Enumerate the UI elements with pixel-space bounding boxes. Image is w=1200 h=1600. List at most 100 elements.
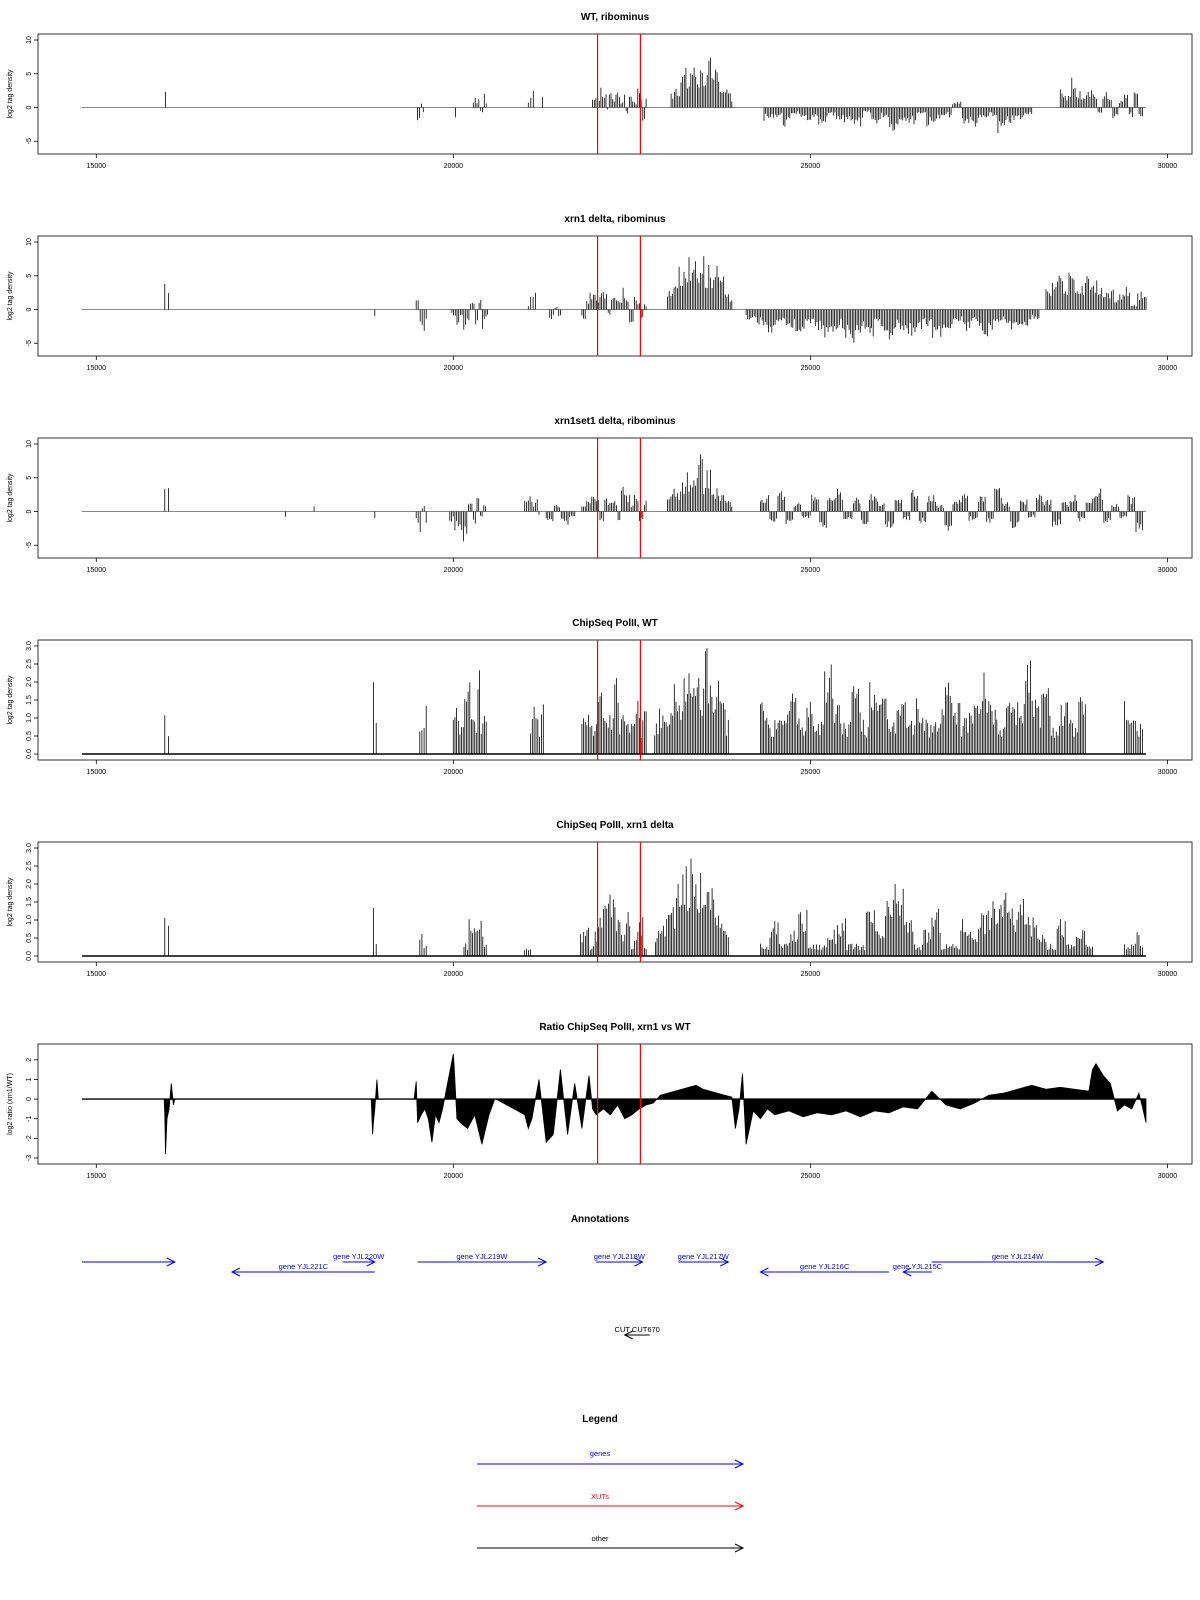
- y-tick-label: -5: [26, 542, 33, 548]
- annotation-gene-2: gene YJL220W: [333, 1252, 385, 1267]
- legend-label-other: other: [591, 1534, 609, 1543]
- x-tick-label: 30000: [1158, 1173, 1178, 1180]
- x-tick-label: 15000: [87, 163, 107, 170]
- panel-5: ChipSeq PolII, xrn1 delta 0.0 0.5 1.0 1.5 2.0…: [7, 820, 1193, 978]
- x-tick-label: 20000: [444, 365, 464, 372]
- x-tick-label: 30000: [1158, 567, 1178, 574]
- y-tick-label: 1: [26, 1077, 33, 1081]
- arrowhead-right: [720, 1257, 730, 1267]
- x-tick-label: 15000: [87, 365, 107, 372]
- panel-2: xrn1 delta, ribominus -5 0 5 10 log2 tag dens…: [7, 214, 1193, 372]
- plot-frame: [37, 1043, 1193, 1165]
- y-tick-label: 2.5: [26, 861, 33, 871]
- annotation-arrows: gene YJL221C gene YJL220W gene YJL219W gene…: [82, 1252, 1105, 1340]
- y-tick-label: 2.5: [26, 659, 33, 669]
- y-axis-label: log2 tag density: [7, 473, 14, 523]
- y-tick-label: 2.0: [26, 677, 33, 687]
- x-tick-label: 25000: [801, 769, 821, 776]
- y-tick-label: 10: [26, 440, 33, 448]
- y-tick-label: 5: [26, 72, 33, 76]
- annotation-gene-6: gene YJL216C: [759, 1262, 889, 1277]
- y-tick-label: 1.0: [26, 713, 33, 723]
- y-tick-label: -5: [26, 340, 33, 346]
- panel-title: xrn1set1 delta, ribominus: [554, 416, 676, 427]
- x-tick-label: 20000: [444, 971, 464, 978]
- legend-label-genes: genes: [590, 1449, 611, 1458]
- panel-3: xrn1set1 delta, ribominus -5 0 5 10 log2 tag …: [7, 416, 1193, 574]
- plot-frame: [37, 235, 1193, 357]
- y-tick-label: -5: [26, 138, 33, 144]
- x-tick-label: 20000: [444, 1173, 464, 1180]
- annotation-label: gene YJL217W: [678, 1252, 730, 1261]
- x-tick-label: 25000: [801, 163, 821, 170]
- y-tick-label: 1.0: [26, 915, 33, 925]
- y-axis-label: log2 ratio (xrn1/WT): [7, 1073, 14, 1135]
- x-tick-label: 15000: [87, 1173, 107, 1180]
- y-tick-label: 10: [26, 36, 33, 44]
- y-tick-label: 0: [26, 105, 33, 109]
- arrowhead-right: [1094, 1257, 1105, 1267]
- x-tick-label: 20000: [444, 163, 464, 170]
- annotation-other-0: CUT CUT670: [615, 1325, 660, 1340]
- x-tick-label: 25000: [801, 567, 821, 574]
- x-tick-label: 25000: [801, 971, 821, 978]
- y-tick-label: 0.0: [26, 749, 33, 759]
- annotation-label: gene YJL214W: [992, 1252, 1044, 1261]
- arrowhead-left: [623, 1330, 633, 1340]
- x-tick-label: 15000: [87, 769, 107, 776]
- annotation-gene-7: gene YJL215C: [893, 1262, 943, 1277]
- y-tick-label: 0.5: [26, 731, 33, 741]
- y-tick-label: -3: [26, 1155, 33, 1161]
- plot-frame: [37, 33, 1193, 155]
- arrowhead-right: [634, 1257, 644, 1267]
- y-tick-label: 0: [26, 509, 33, 513]
- y-tick-label: -1: [26, 1116, 33, 1122]
- ratio-area: [81, 1053, 1147, 1155]
- arrowhead-right: [366, 1257, 376, 1267]
- panel-title: ChipSeq PolII, xrn1 delta: [556, 820, 674, 831]
- annotation-gene-0: [82, 1257, 176, 1267]
- y-axis-label: log2 tag density: [7, 271, 14, 321]
- panel-title: Ratio ChipSeq PolII, xrn1 vs WT: [539, 1022, 690, 1033]
- y-tick-label: 5: [26, 274, 33, 278]
- panel-6: Ratio ChipSeq PolII, xrn1 vs WT -3 -2 -1 0 1 2…: [7, 1022, 1193, 1180]
- y-tick-label: 0: [26, 1097, 33, 1101]
- annotation-label: gene YJL221C: [279, 1262, 329, 1271]
- arrowhead-left: [759, 1267, 769, 1277]
- x-tick-label: 30000: [1158, 769, 1178, 776]
- y-tick-label: 0.5: [26, 933, 33, 943]
- x-tick-label: 15000: [87, 971, 107, 978]
- y-tick-label: 0.0: [26, 951, 33, 961]
- y-tick-label: 1.5: [26, 897, 33, 907]
- annotation-gene-4: gene YJL218W: [594, 1252, 646, 1267]
- x-tick-label: 25000: [801, 1173, 821, 1180]
- y-tick-label: 3.0: [26, 641, 33, 651]
- y-tick-label: 0: [26, 307, 33, 311]
- x-tick-label: 30000: [1158, 163, 1178, 170]
- annotation-gene-3: gene YJL219W: [417, 1252, 548, 1267]
- y-tick-label: 10: [26, 238, 33, 246]
- annotation-label: gene YJL218W: [594, 1252, 646, 1261]
- x-tick-label: 30000: [1158, 971, 1178, 978]
- legend-label-xuts: XUTs: [591, 1492, 609, 1501]
- x-tick-label: 15000: [87, 567, 107, 574]
- y-tick-label: 2.0: [26, 879, 33, 889]
- y-axis-label: log2 tag density: [7, 69, 14, 119]
- legend-title: Legend: [582, 1414, 618, 1425]
- y-axis-label: log2 tag density: [7, 675, 14, 725]
- annotation-gene-1: gene YJL221C: [230, 1262, 375, 1277]
- x-tick-label: 20000: [444, 769, 464, 776]
- panel-title: WT, ribominus: [581, 12, 650, 23]
- x-tick-label: 25000: [801, 365, 821, 372]
- legend-arrowhead-xuts: [734, 1501, 745, 1511]
- panel-title: xrn1 delta, ribominus: [564, 214, 666, 225]
- annotation-gene-8: gene YJL214W: [931, 1252, 1105, 1267]
- arrowhead-right: [166, 1257, 176, 1267]
- annotation-label: gene YJL219W: [456, 1252, 508, 1261]
- x-tick-label: 20000: [444, 567, 464, 574]
- y-tick-label: 1.5: [26, 695, 33, 705]
- panel-title: ChipSeq PolII, WT: [572, 618, 658, 629]
